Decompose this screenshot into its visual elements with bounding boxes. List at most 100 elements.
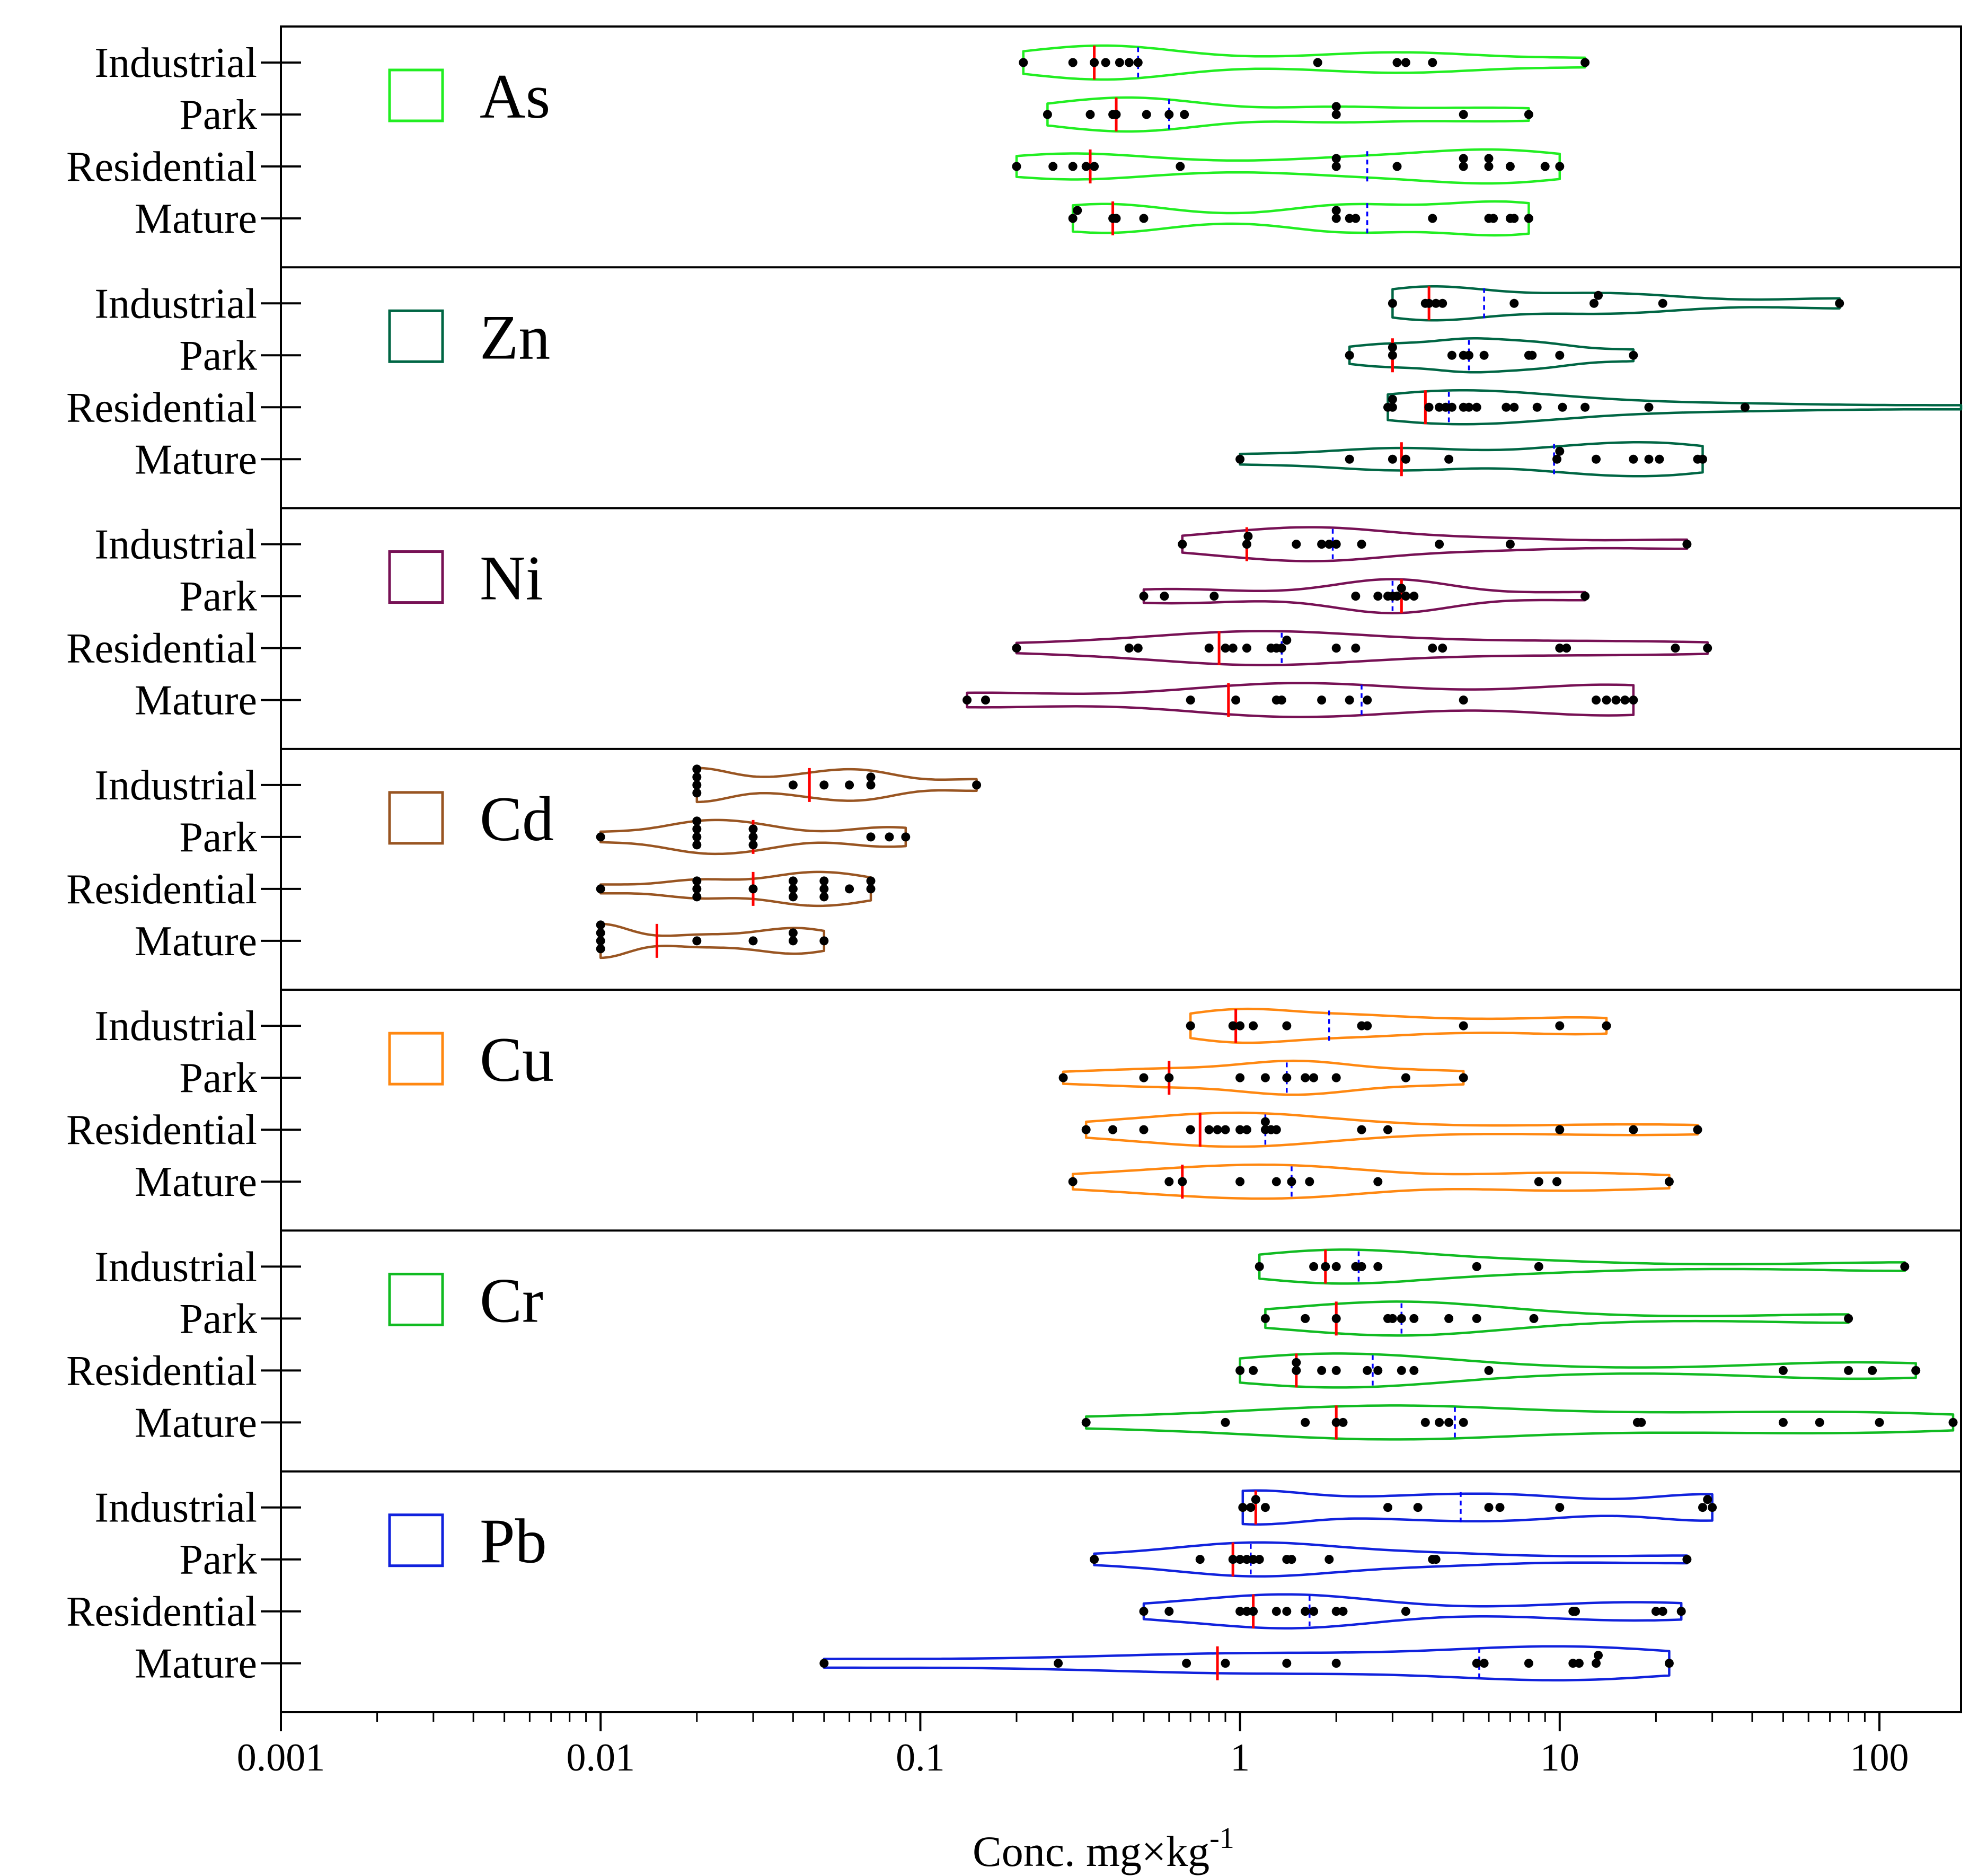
data-point — [1277, 644, 1286, 653]
data-point — [748, 840, 758, 850]
violin-body — [1189, 1007, 1608, 1044]
category-label: Park — [179, 1055, 257, 1102]
category-label: Industrial — [94, 280, 257, 327]
data-point — [866, 884, 876, 894]
data-point — [1186, 695, 1195, 705]
data-point — [1068, 162, 1078, 171]
data-point — [1180, 110, 1189, 119]
data-point — [788, 884, 798, 894]
data-point — [1424, 298, 1434, 308]
data-point — [1524, 214, 1533, 223]
data-point — [1778, 1417, 1788, 1427]
data-point — [1555, 1503, 1565, 1512]
data-point — [1331, 1262, 1341, 1271]
data-point — [1331, 1607, 1341, 1616]
violin-zn-park: Park — [179, 332, 1638, 379]
violin-body — [1391, 285, 1841, 322]
data-point — [1313, 58, 1322, 67]
data-point — [1658, 1607, 1667, 1616]
data-point — [1292, 1358, 1301, 1367]
panel-cu: Cu Industrial Park Residential Mature — [66, 989, 1961, 1205]
data-point — [1438, 298, 1447, 308]
category-label: Park — [179, 332, 257, 379]
data-point — [1019, 58, 1028, 67]
data-point — [692, 788, 702, 798]
data-point — [1111, 214, 1121, 223]
panel-cr: Cr Industrial Park Residential Mature — [66, 1229, 1961, 1446]
data-point — [748, 832, 758, 842]
data-point — [1235, 1073, 1245, 1082]
panel-zn: Zn Industrial Park Residential Mature — [66, 266, 1963, 483]
data-point — [1317, 695, 1327, 705]
data-point — [1574, 1659, 1584, 1668]
data-point — [1351, 214, 1361, 223]
category-label: Industrial — [94, 1244, 257, 1290]
violin-body — [1239, 1352, 1917, 1389]
violin-zn-residential: Residential — [66, 384, 1963, 431]
data-point — [1182, 1659, 1191, 1668]
data-point — [692, 764, 702, 774]
data-point — [692, 824, 702, 834]
data-point — [1580, 402, 1590, 412]
panel-ni: Ni Industrial Park Residential Mature — [66, 507, 1961, 724]
data-point — [1235, 1021, 1245, 1031]
data-point — [1081, 1417, 1091, 1427]
data-point — [748, 936, 758, 946]
x-tick-label: 0.01 — [566, 1736, 635, 1780]
data-point — [788, 876, 798, 886]
category-label: Park — [179, 92, 257, 138]
data-point — [1664, 1177, 1674, 1186]
data-point — [1090, 58, 1099, 67]
data-point — [1438, 644, 1447, 653]
violin-cr-mature: Mature — [135, 1399, 1958, 1446]
legend-swatch — [388, 1272, 444, 1326]
data-point — [692, 892, 702, 902]
data-point — [1260, 1073, 1270, 1082]
data-point — [1388, 402, 1397, 412]
data-point — [1620, 695, 1630, 705]
data-point — [1676, 1607, 1686, 1616]
data-point — [1464, 402, 1473, 412]
legend-swatch — [388, 791, 444, 845]
data-point — [1195, 1555, 1205, 1564]
data-point — [692, 780, 702, 790]
violin-ni-park: Park — [179, 574, 1590, 620]
data-point — [1644, 454, 1654, 464]
data-point — [1081, 162, 1091, 171]
element-label: Cd — [480, 783, 554, 854]
data-point — [596, 884, 605, 894]
data-point — [1703, 1495, 1712, 1504]
data-point — [1383, 1503, 1392, 1512]
legend-swatch — [388, 1513, 444, 1567]
data-point — [819, 884, 829, 894]
violin-body — [599, 818, 907, 856]
data-point — [1401, 454, 1410, 464]
data-point — [1698, 454, 1707, 464]
data-point — [1444, 1417, 1454, 1427]
data-point — [1602, 1021, 1611, 1031]
violin-body — [1387, 389, 1963, 426]
data-point — [1682, 1555, 1692, 1564]
data-point — [1424, 402, 1434, 412]
data-point — [1085, 110, 1095, 119]
data-point — [819, 892, 829, 902]
data-point — [692, 816, 702, 826]
data-point — [1571, 1607, 1580, 1616]
data-point — [1435, 540, 1444, 549]
violin-ni-residential: Residential — [66, 626, 1712, 672]
violin-body — [1093, 1541, 1689, 1578]
data-point — [1351, 644, 1361, 653]
data-point — [1420, 1417, 1430, 1427]
data-point — [1428, 644, 1437, 653]
data-point — [1133, 644, 1143, 653]
data-point — [1555, 644, 1565, 653]
x-tick-label: 0.001 — [237, 1736, 325, 1780]
data-point — [1464, 350, 1473, 360]
data-point — [1260, 1314, 1270, 1323]
data-point — [1271, 1125, 1281, 1134]
data-point — [1357, 1125, 1366, 1134]
data-point — [1287, 1177, 1296, 1186]
data-point — [1260, 1117, 1270, 1126]
violin-as-park: Park — [179, 92, 1533, 138]
